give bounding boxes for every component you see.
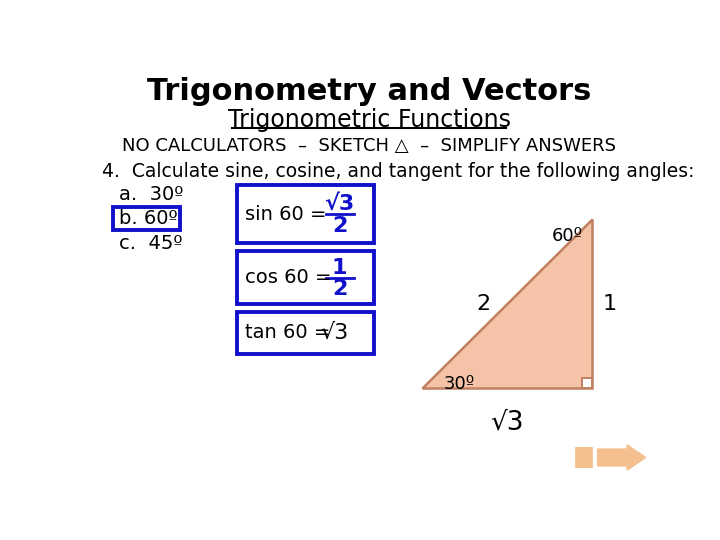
Text: b. 60º: b. 60º xyxy=(120,210,178,228)
FancyBboxPatch shape xyxy=(113,207,180,231)
FancyBboxPatch shape xyxy=(238,185,374,244)
Text: Trigonometric Functions: Trigonometric Functions xyxy=(228,108,510,132)
Text: 1: 1 xyxy=(332,258,347,278)
Text: √3: √3 xyxy=(320,323,348,343)
Text: 1: 1 xyxy=(603,294,617,314)
FancyBboxPatch shape xyxy=(238,312,374,354)
FancyBboxPatch shape xyxy=(238,251,374,304)
Polygon shape xyxy=(422,219,593,388)
Text: 2: 2 xyxy=(332,279,347,299)
Text: 4.  Calculate sine, cosine, and tangent for the following angles:: 4. Calculate sine, cosine, and tangent f… xyxy=(102,161,694,180)
FancyArrow shape xyxy=(598,445,646,470)
Text: cos 60 =: cos 60 = xyxy=(245,268,338,287)
Text: 2: 2 xyxy=(332,215,347,236)
Text: tan 60 =: tan 60 = xyxy=(245,323,337,342)
Text: c.  45º: c. 45º xyxy=(120,234,183,253)
Text: 30º: 30º xyxy=(444,375,474,393)
Text: sin 60 =: sin 60 = xyxy=(245,205,333,224)
Text: Trigonometry and Vectors: Trigonometry and Vectors xyxy=(147,77,591,106)
Text: NO CALCULATORS  –  SKETCH △  –  SIMPLIFY ANSWERS: NO CALCULATORS – SKETCH △ – SIMPLIFY ANS… xyxy=(122,137,616,156)
Text: a.  30º: a. 30º xyxy=(120,185,184,204)
Text: 60º: 60º xyxy=(552,227,583,245)
Text: √3: √3 xyxy=(490,409,523,435)
Text: 2: 2 xyxy=(477,294,491,314)
Bar xyxy=(582,378,593,388)
Text: √3: √3 xyxy=(325,194,355,214)
